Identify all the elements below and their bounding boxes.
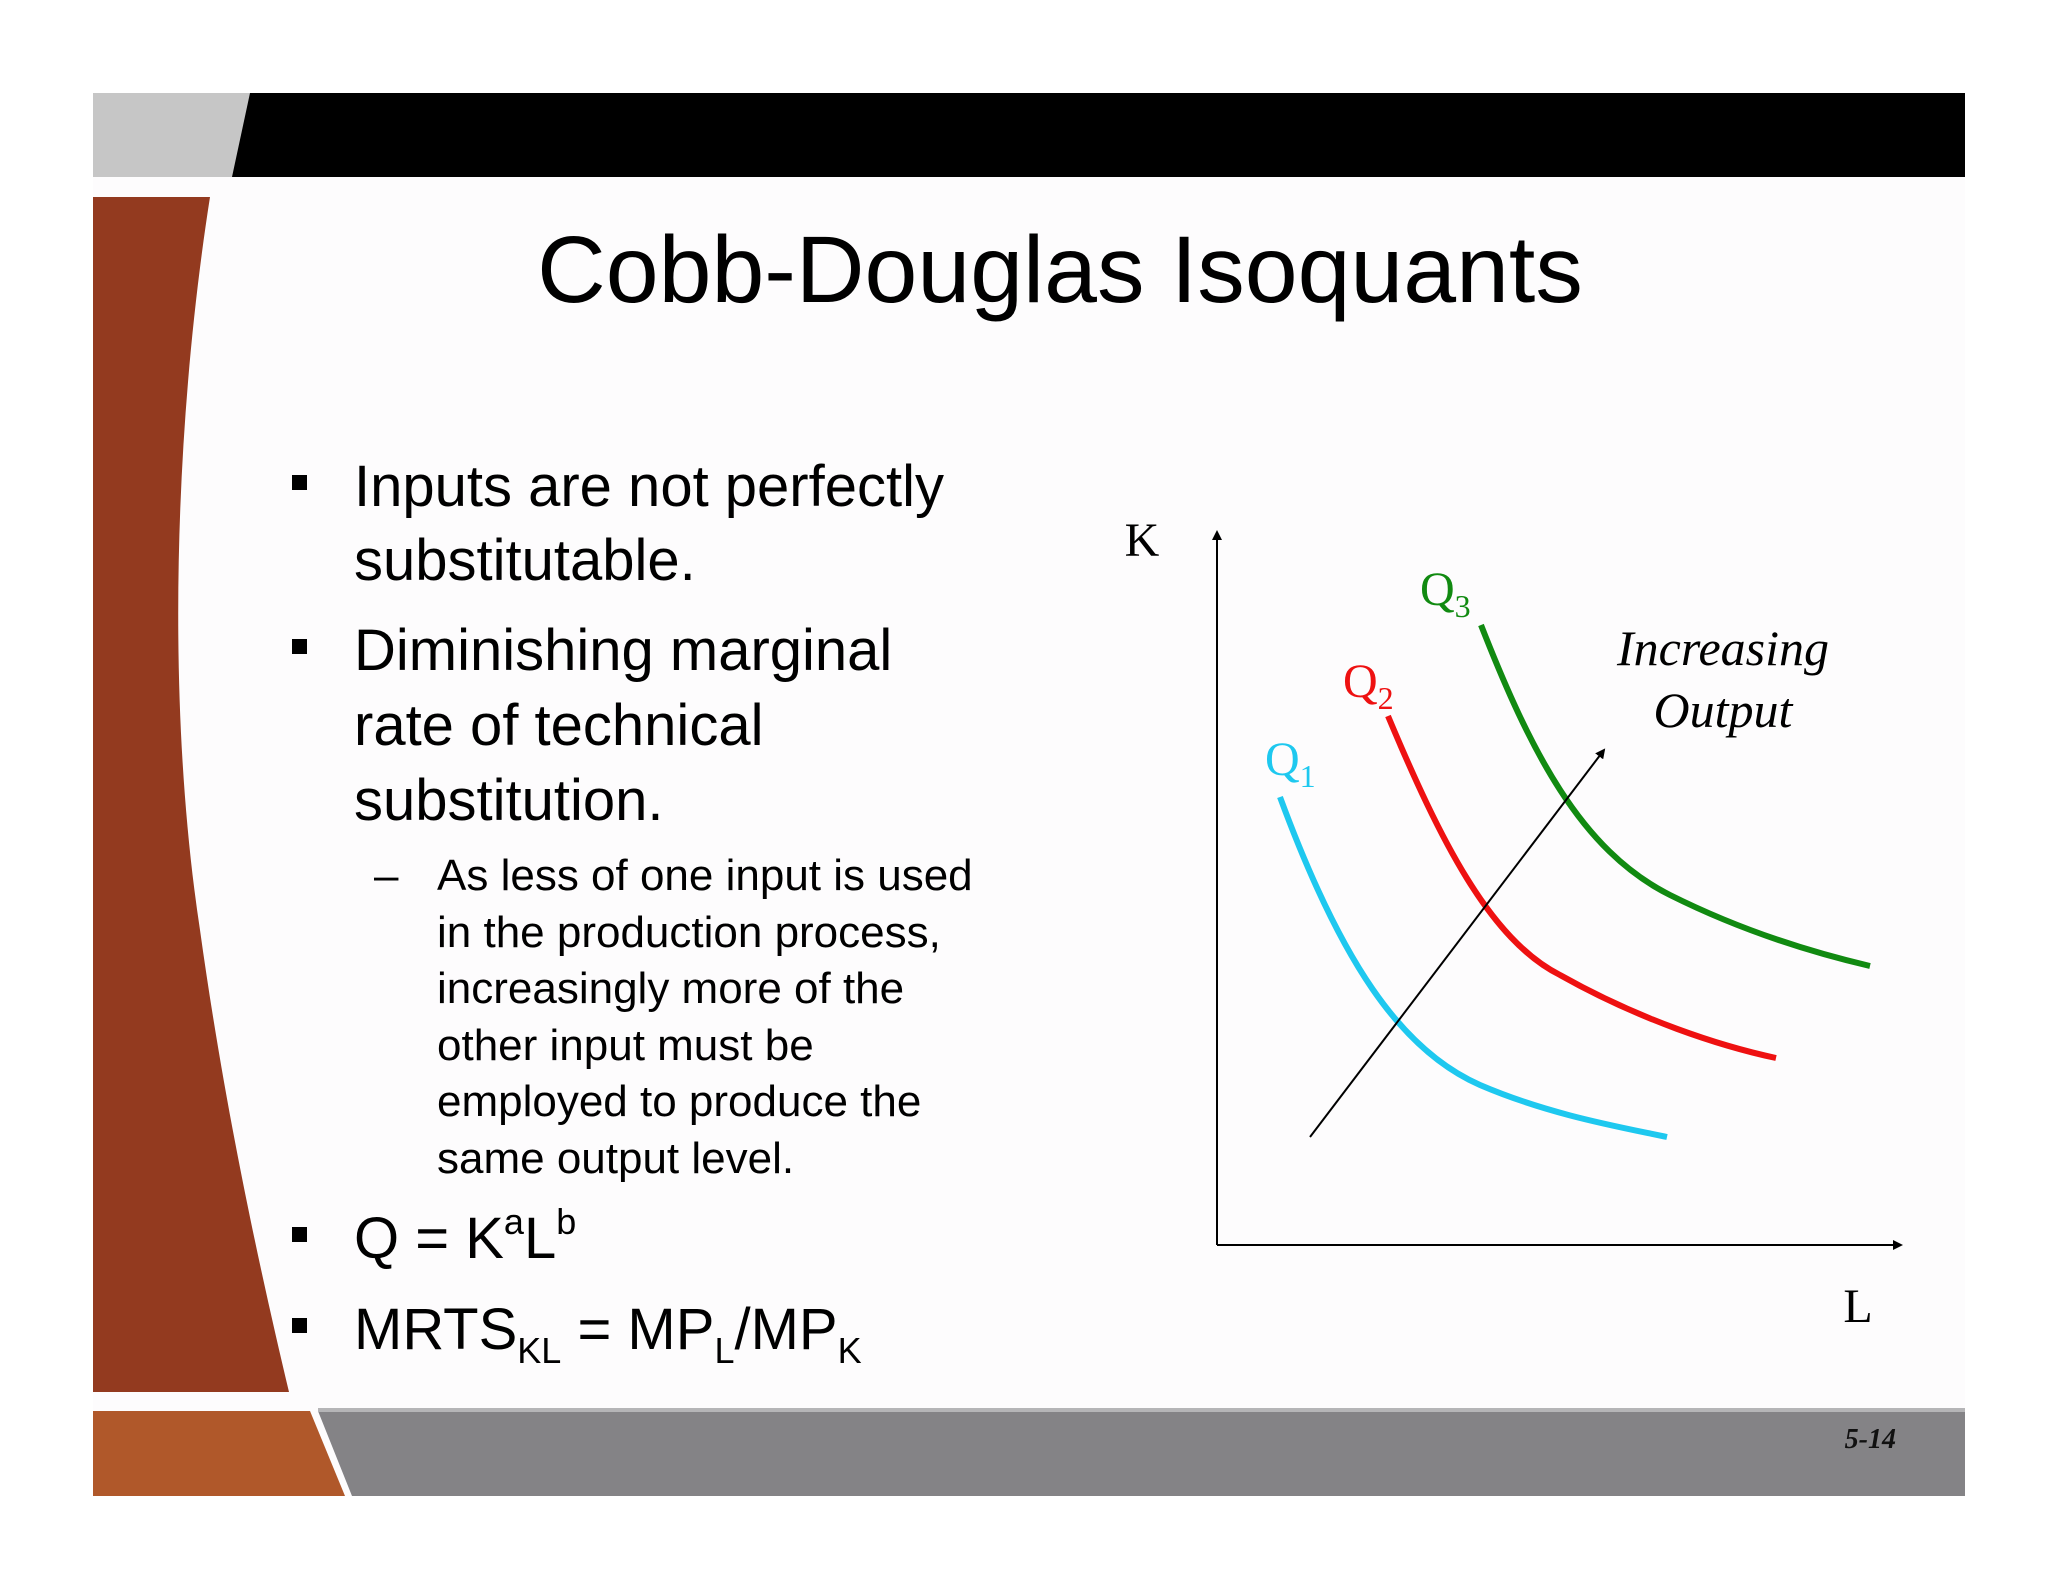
isoquant-index: 2 — [1378, 680, 1394, 716]
y-axis-label: K — [1125, 514, 1160, 567]
sub-bullet-text: same output level. — [437, 1134, 794, 1183]
formula-part: /MP — [734, 1297, 837, 1362]
formula-superscript: b — [556, 1201, 576, 1242]
sub-bullet-text: employed to produce the — [437, 1077, 921, 1126]
formula-subscript: KL — [517, 1330, 561, 1371]
output-arrow — [1309, 748, 1606, 1138]
bullet-text: substitutable. — [354, 528, 696, 593]
footer-orange — [93, 1411, 345, 1496]
formula-subscript: K — [838, 1330, 862, 1371]
sub-bullet-text: in the production process, — [437, 908, 941, 957]
slide-title: Cobb-Douglas Isoquants — [537, 217, 1583, 323]
isoquant-label: Q2 — [1343, 655, 1394, 716]
isoquant-name: Q — [1420, 563, 1455, 616]
footer-bar — [318, 1411, 1965, 1496]
isoquant-curve — [1277, 795, 1668, 1140]
bullet-marker — [292, 1227, 307, 1242]
header-bar — [232, 93, 1965, 177]
formula: MRTSKL = MPL/MPK — [354, 1297, 862, 1371]
sub-bullet-text: increasingly more of the — [437, 964, 904, 1013]
isoquant-name: Q — [1265, 733, 1300, 786]
isoquant-index: 1 — [1300, 758, 1316, 794]
isoquant-label: Q1 — [1265, 733, 1316, 794]
bullet-text: Diminishing marginal — [354, 618, 892, 683]
arrow-label: Output — [1654, 682, 1794, 738]
bullet-text: rate of technical — [354, 693, 763, 758]
slide-background — [93, 93, 1965, 1496]
sub-bullet-text: As less of one input is used — [437, 851, 973, 900]
bullet-text: Inputs are not perfectly — [354, 454, 944, 519]
bullet-list: Inputs are not perfectly substitutable. … — [292, 454, 973, 1371]
isoquant-curve — [1385, 714, 1777, 1061]
isoquant-diagram: K L Q1 Q2 Q3 Increasing Output — [1125, 514, 1903, 1333]
bullet-marker — [292, 639, 307, 654]
x-axis-label: L — [1843, 1280, 1872, 1333]
slide-number: 5-14 — [1845, 1424, 1896, 1455]
formula-part: Q = K — [354, 1206, 504, 1271]
isoquant-name: Q — [1343, 655, 1378, 708]
formula-part: L — [524, 1206, 556, 1271]
left-band — [93, 197, 289, 1392]
formula-part: MRTS — [354, 1297, 517, 1362]
footer-line — [318, 1408, 1965, 1412]
formula-subscript: L — [714, 1330, 734, 1371]
isoquant-curve — [1478, 623, 1871, 969]
isoquant-label: Q3 — [1420, 563, 1471, 624]
bullet-text: substitution. — [354, 768, 664, 833]
bullet-marker — [292, 1318, 307, 1333]
arrow-label: Increasing — [1616, 620, 1829, 676]
sub-bullet-marker: – — [374, 851, 399, 900]
formula-part: = MP — [561, 1297, 714, 1362]
formula-superscript: a — [504, 1201, 525, 1242]
header-gray-block — [93, 93, 253, 177]
formula: Q = KaLb — [354, 1201, 576, 1271]
isoquant-index: 3 — [1455, 588, 1471, 624]
sub-bullet-text: other input must be — [437, 1021, 814, 1070]
bullet-marker — [292, 475, 307, 490]
